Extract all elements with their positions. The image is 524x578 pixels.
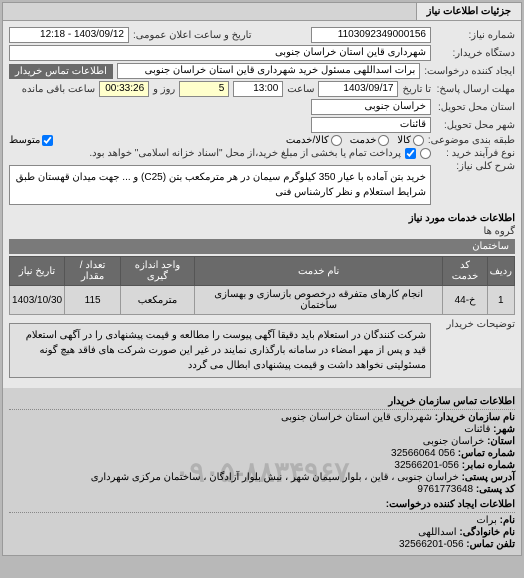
buy-type-radio[interactable] (420, 148, 431, 159)
c-family-label: نام خانوادگی: (459, 527, 515, 538)
announce-label: تاریخ و ساعت اعلان عمومی: (133, 30, 252, 41)
creator-section-title: اطلاعات ایجاد کننده درخواست: (9, 499, 515, 513)
c-org: شهرداری قاین استان خراسان جنوبی (281, 412, 432, 423)
c-city-label: شهر: (493, 424, 515, 435)
services-table: ردیف کد خدمت نام خدمت واحد اندازه گیری ت… (9, 256, 515, 315)
c-fax: 056-32566201 (394, 460, 459, 471)
pack-goods-label: کالا (397, 135, 411, 146)
tab-details[interactable]: جزئیات اطلاعات نیاز (416, 3, 521, 20)
c-city: قائنات (464, 424, 490, 435)
th-date: تاریخ نیاز (10, 257, 65, 286)
contact-section-title: اطلاعات تماس سازمان خریدار (9, 396, 515, 410)
pack-both[interactable]: کالا/خدمت (286, 135, 342, 146)
th-code: کد خدمت (443, 257, 487, 286)
deadline-date: 1403/09/17 (318, 81, 398, 97)
services-title: اطلاعات خدمات مورد نیاز (9, 213, 515, 224)
province-label: استان محل تحویل: (435, 102, 515, 113)
city-label: شهر محل تحویل: (435, 120, 515, 131)
group-value: ساختمان (9, 239, 515, 254)
th-row: ردیف (487, 257, 514, 286)
buyer-org-label: دستگاه خریدار: (435, 48, 515, 59)
buy-type-label: نوع فرآیند خرید : (435, 148, 515, 159)
c-cphone: 056-32566201 (399, 539, 464, 550)
notes-title: توضیحات خریدار (435, 319, 515, 330)
c-fax-label: شماره نمابر: (462, 460, 515, 471)
req-no-value: 1103092349000156 (311, 27, 431, 43)
c-name: برات (476, 515, 497, 526)
deadline-days-label: روز و (153, 84, 175, 95)
buyer-org-value: شهرداری قاین استان خراسان جنوبی (9, 45, 431, 61)
deadline-time-label: ساعت (287, 84, 314, 95)
pack-service[interactable]: خدمت (350, 135, 390, 146)
c-name-label: نام: (500, 515, 515, 526)
cell-unit: مترمکعب (121, 286, 195, 315)
c-phone-label: شماره تماس: (458, 448, 515, 459)
table-row: 1 خ-44 انجام کارهای متفرقه درخصوص بازساز… (10, 286, 515, 315)
buy-type-note: پرداخت تمام یا بخشی از مبلغ خرید،از محل … (89, 148, 401, 159)
creator-value: برات اسداللهی مسئول خرید شهرداری قاین اس… (117, 63, 420, 79)
deadline-days: 5 (179, 81, 229, 97)
cell-date: 1403/10/30 (10, 286, 65, 315)
c-postal: 9761773648 (417, 484, 473, 495)
th-name: نام خدمت (194, 257, 443, 286)
pack-label: طبقه بندی موضوعی: (428, 135, 515, 146)
c-cphone-label: تلفن تماس: (466, 539, 515, 550)
deadline-remaining-label: ساعت باقی مانده (22, 84, 95, 95)
th-qty: تعداد / مقدار (65, 257, 121, 286)
c-org-label: نام سازمان خریدار: (435, 412, 515, 423)
deadline-until: تا تاریخ (402, 84, 431, 95)
general-desc: خرید بتن آماده با عیار 350 کیلوگرم سیمان… (9, 165, 431, 205)
pack-both-label: کالا/خدمت (286, 135, 329, 146)
contact-link[interactable]: اطلاعات تماس خریدار (9, 64, 113, 79)
deadline-remaining: 00:33:26 (99, 81, 149, 97)
announce-value: 1403/09/12 - 12:18 (9, 27, 129, 43)
general-label: شرح کلی نیاز: (435, 161, 515, 172)
c-province: خراسان جنوبی (423, 436, 485, 447)
pack-radios: کالا خدمت کالا/خدمت (286, 135, 424, 146)
c-postal-label: کد پستی: (476, 484, 515, 495)
city-value: قائنات (311, 117, 431, 133)
cell-name: انجام کارهای متفرقه درخصوص بازسازی و بهس… (194, 286, 443, 315)
th-unit: واحد اندازه گیری (121, 257, 195, 286)
pack-medium[interactable]: متوسط (9, 135, 53, 146)
cell-n: 1 (487, 286, 514, 315)
province-value: خراسان جنوبی (311, 99, 431, 115)
pack-goods[interactable]: کالا (397, 135, 424, 146)
c-address-label: آدرس پستی: (462, 472, 515, 483)
c-province-label: استان: (487, 436, 515, 447)
creator-label: ایجاد کننده درخواست: (424, 66, 515, 77)
group-title: گروه ها (435, 226, 515, 237)
req-no-label: شماره نیاز: (435, 30, 515, 41)
deadline-time: 13:00 (233, 81, 283, 97)
c-address: خراسان جنوبی ، قاین ، بلوار سیمان شهر ، … (91, 472, 459, 483)
cell-qty: 115 (65, 286, 121, 315)
c-phone: 056 32566064 (391, 448, 455, 459)
notes-text: شرکت کنندگان در استعلام باید دقیقا آگهی … (9, 323, 431, 378)
deadline-label: مهلت ارسال پاسخ: (435, 84, 515, 95)
cell-code: خ-44 (443, 286, 487, 315)
pack-medium-label: متوسط (9, 135, 40, 146)
buy-type-check[interactable] (405, 148, 416, 159)
c-family: اسداللهی (418, 527, 457, 538)
pack-service-label: خدمت (350, 135, 377, 146)
